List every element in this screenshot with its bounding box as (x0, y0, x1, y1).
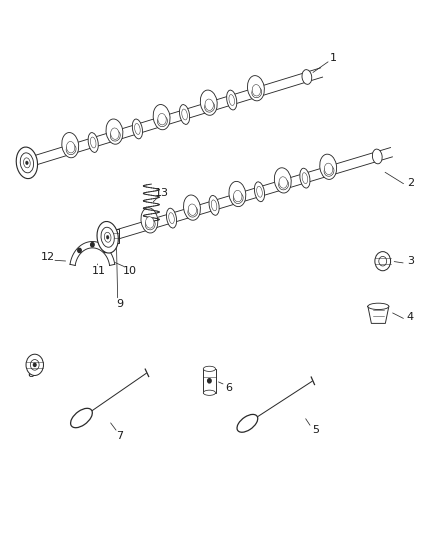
Ellipse shape (188, 206, 198, 217)
Ellipse shape (111, 128, 119, 139)
Text: 4: 4 (406, 312, 414, 322)
Circle shape (91, 243, 94, 247)
Ellipse shape (62, 133, 79, 158)
Ellipse shape (302, 173, 307, 183)
Ellipse shape (153, 104, 170, 130)
Ellipse shape (106, 236, 109, 239)
Text: 6: 6 (225, 383, 232, 393)
Ellipse shape (302, 70, 312, 84)
Ellipse shape (237, 415, 258, 432)
Ellipse shape (252, 85, 261, 96)
Ellipse shape (71, 408, 92, 427)
Ellipse shape (279, 179, 289, 190)
Ellipse shape (300, 168, 310, 188)
Ellipse shape (132, 119, 142, 139)
Ellipse shape (203, 366, 215, 372)
Ellipse shape (325, 163, 333, 174)
Circle shape (208, 378, 211, 383)
Ellipse shape (182, 109, 187, 120)
Ellipse shape (145, 217, 154, 228)
Ellipse shape (106, 119, 123, 144)
Ellipse shape (110, 131, 120, 141)
Polygon shape (70, 241, 115, 265)
Text: 12: 12 (41, 252, 55, 262)
Ellipse shape (372, 149, 382, 164)
Ellipse shape (233, 190, 242, 202)
Ellipse shape (324, 166, 334, 176)
Circle shape (30, 360, 39, 370)
Ellipse shape (97, 222, 118, 253)
Ellipse shape (252, 87, 262, 98)
Ellipse shape (247, 76, 265, 101)
Ellipse shape (205, 99, 213, 110)
Ellipse shape (24, 158, 30, 168)
Text: 5: 5 (312, 425, 319, 435)
Ellipse shape (184, 195, 201, 220)
Ellipse shape (211, 200, 217, 211)
Ellipse shape (200, 90, 217, 115)
Ellipse shape (229, 94, 234, 106)
Ellipse shape (274, 168, 291, 193)
Ellipse shape (188, 204, 197, 215)
Ellipse shape (226, 90, 237, 110)
Ellipse shape (254, 182, 265, 201)
Ellipse shape (158, 114, 166, 125)
Ellipse shape (229, 181, 246, 207)
Ellipse shape (25, 161, 28, 165)
FancyBboxPatch shape (113, 229, 120, 243)
Text: 8: 8 (27, 369, 34, 379)
Ellipse shape (141, 208, 158, 233)
Ellipse shape (279, 177, 287, 188)
Text: 2: 2 (406, 177, 414, 188)
Circle shape (78, 248, 81, 253)
Ellipse shape (158, 116, 167, 127)
Circle shape (103, 248, 107, 253)
Ellipse shape (257, 187, 262, 197)
Circle shape (375, 252, 391, 271)
Text: 13: 13 (154, 188, 168, 198)
Ellipse shape (205, 101, 215, 112)
Circle shape (379, 256, 387, 266)
Text: 11: 11 (92, 266, 106, 276)
Ellipse shape (320, 154, 337, 180)
Ellipse shape (66, 144, 76, 155)
Ellipse shape (233, 193, 243, 204)
Ellipse shape (145, 219, 155, 230)
Ellipse shape (90, 137, 96, 148)
Polygon shape (368, 306, 389, 324)
Text: 3: 3 (407, 256, 414, 266)
FancyBboxPatch shape (203, 369, 215, 393)
Ellipse shape (368, 303, 389, 310)
Ellipse shape (180, 104, 190, 124)
Ellipse shape (88, 133, 98, 152)
Ellipse shape (134, 124, 140, 134)
Ellipse shape (169, 213, 174, 223)
Ellipse shape (209, 196, 219, 215)
Text: 1: 1 (330, 53, 337, 63)
Ellipse shape (67, 142, 75, 153)
Ellipse shape (203, 390, 215, 395)
Ellipse shape (20, 153, 34, 173)
Ellipse shape (101, 227, 114, 247)
Text: 7: 7 (116, 431, 123, 441)
Ellipse shape (166, 208, 177, 228)
Circle shape (33, 364, 36, 367)
Text: 9: 9 (116, 298, 123, 309)
Circle shape (26, 354, 43, 375)
Ellipse shape (104, 232, 111, 243)
Ellipse shape (16, 147, 38, 179)
Text: 10: 10 (123, 266, 137, 276)
